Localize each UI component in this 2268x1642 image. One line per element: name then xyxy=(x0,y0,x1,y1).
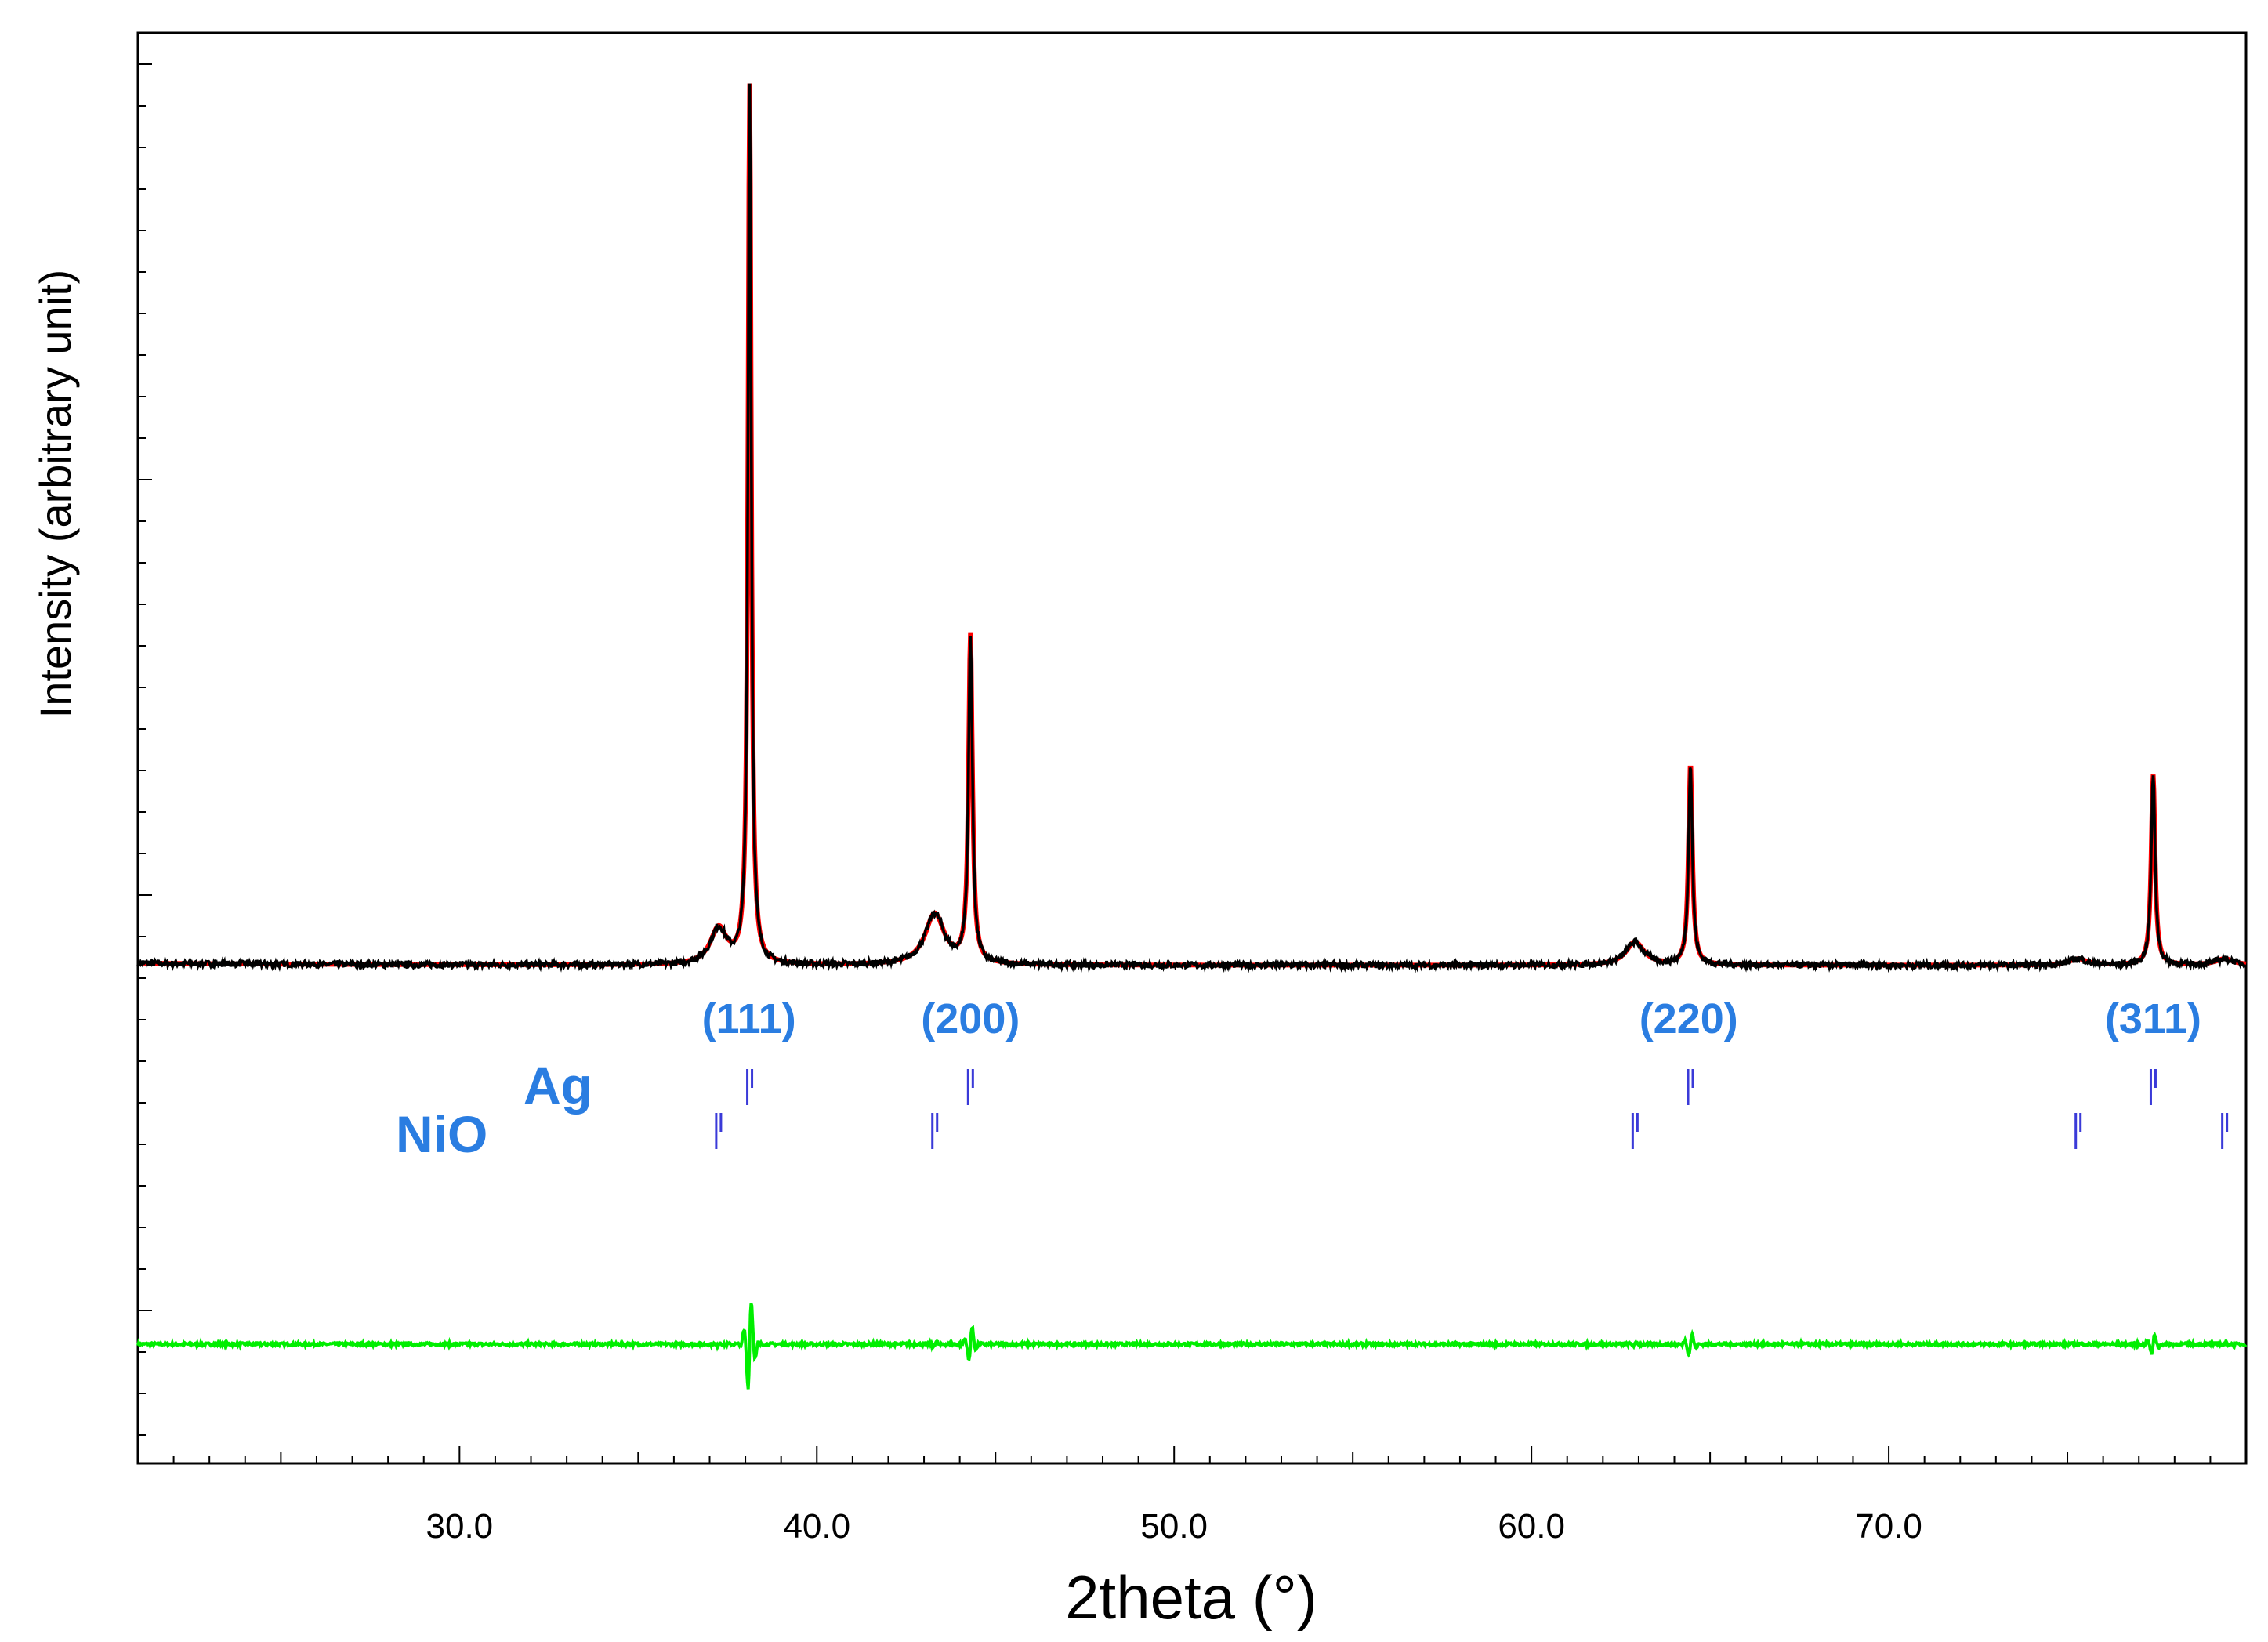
plot-frame xyxy=(136,31,2248,1465)
y-axis-label: Intensity (arbitrary unit) xyxy=(31,270,80,719)
x-axis-label: 2theta (°) xyxy=(1065,1563,1317,1632)
hkl-label: (220) xyxy=(1639,995,1738,1042)
minor-ticks xyxy=(137,63,2247,1463)
hkl-labels: (111) (200) (220) (311) xyxy=(702,995,2201,1042)
x-tick-label: 70.0 xyxy=(1855,1507,1922,1546)
difference-curve xyxy=(136,1303,2248,1390)
x-tick-label: 30.0 xyxy=(426,1507,494,1546)
x-tick-label: 60.0 xyxy=(1498,1507,1565,1546)
x-tick-labels: 30.0 40.0 50.0 60.0 70.0 xyxy=(426,1507,1922,1546)
phase-label-ag: Ag xyxy=(524,1057,592,1115)
phase-label-nio: NiO xyxy=(396,1105,487,1163)
x-tick-label: 40.0 xyxy=(783,1507,850,1546)
calculated-curve xyxy=(138,83,2247,968)
hkl-label: (311) xyxy=(2105,995,2201,1042)
hkl-label: (111) xyxy=(702,995,796,1042)
hkl-label: (200) xyxy=(921,995,1020,1042)
reflection-marks xyxy=(715,1069,2229,1149)
x-tick-label: 50.0 xyxy=(1140,1507,1208,1546)
observed-curve xyxy=(136,83,2248,973)
